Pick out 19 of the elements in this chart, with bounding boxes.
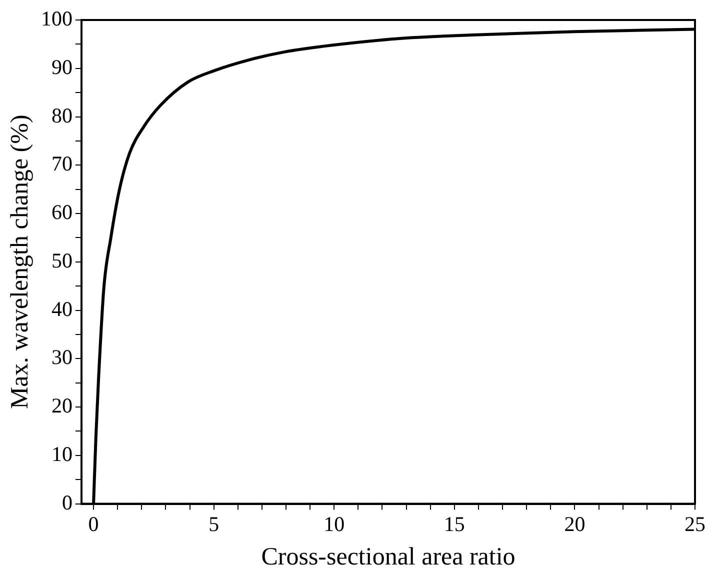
y-tick-label: 10 — [52, 442, 72, 466]
y-tick-label: 60 — [52, 200, 72, 224]
y-tick-label: 40 — [52, 296, 72, 321]
x-tick-label: 10 — [324, 512, 345, 536]
y-axis-title: Max. wavelength change (%) — [6, 114, 34, 410]
y-tick-label: 80 — [52, 103, 72, 128]
x-tick-label: 5 — [208, 512, 220, 536]
y-tick-label: 0 — [62, 490, 72, 514]
y-tick-label: 100 — [41, 6, 72, 31]
x-tick-label: 15 — [444, 512, 465, 536]
x-axis-title: Cross-sectional area ratio — [261, 544, 516, 571]
x-tick-label: 20 — [564, 512, 586, 536]
x-tick-label: 25 — [684, 512, 706, 536]
y-tick-label: 50 — [52, 248, 72, 272]
y-tick-label: 30 — [52, 345, 72, 370]
y-tick-label: 90 — [52, 54, 72, 79]
y-tick-label: 20 — [52, 394, 72, 418]
x-tick-label: 0 — [88, 512, 99, 536]
y-tick-label: 70 — [52, 152, 72, 176]
